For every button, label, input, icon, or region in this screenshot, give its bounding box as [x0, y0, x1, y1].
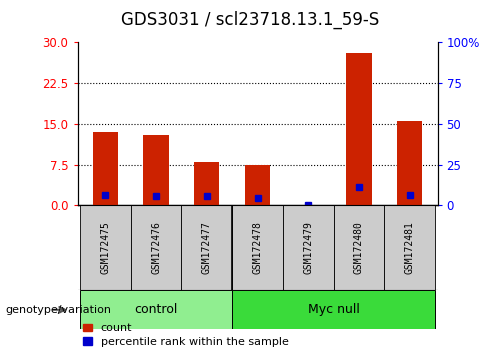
Text: GSM172480: GSM172480	[354, 221, 364, 274]
Bar	[397, 121, 422, 205]
Text: GSM172478: GSM172478	[252, 221, 262, 274]
Bar	[130, 205, 182, 290]
Text: GSM172481: GSM172481	[404, 221, 414, 274]
Bar	[283, 205, 334, 290]
Bar	[80, 290, 232, 329]
Text: GSM172476: GSM172476	[151, 221, 161, 274]
Bar	[232, 290, 435, 329]
Text: GSM172475: GSM172475	[100, 221, 110, 274]
Bar	[92, 132, 118, 205]
Text: GDS3031 / scl23718.13.1_59-S: GDS3031 / scl23718.13.1_59-S	[121, 11, 379, 29]
Bar	[245, 165, 270, 205]
Bar	[334, 205, 384, 290]
Bar	[182, 205, 232, 290]
Bar	[144, 135, 169, 205]
Bar	[346, 53, 372, 205]
Text: genotype/variation: genotype/variation	[5, 305, 111, 315]
Bar	[80, 205, 130, 290]
Text: GSM172479: GSM172479	[303, 221, 313, 274]
Legend: count, percentile rank within the sample: count, percentile rank within the sample	[83, 323, 288, 347]
Bar	[194, 162, 220, 205]
Text: GSM172477: GSM172477	[202, 221, 212, 274]
Bar	[384, 205, 435, 290]
Text: Myc null: Myc null	[308, 303, 360, 316]
Bar	[232, 205, 283, 290]
Text: control: control	[134, 303, 178, 316]
